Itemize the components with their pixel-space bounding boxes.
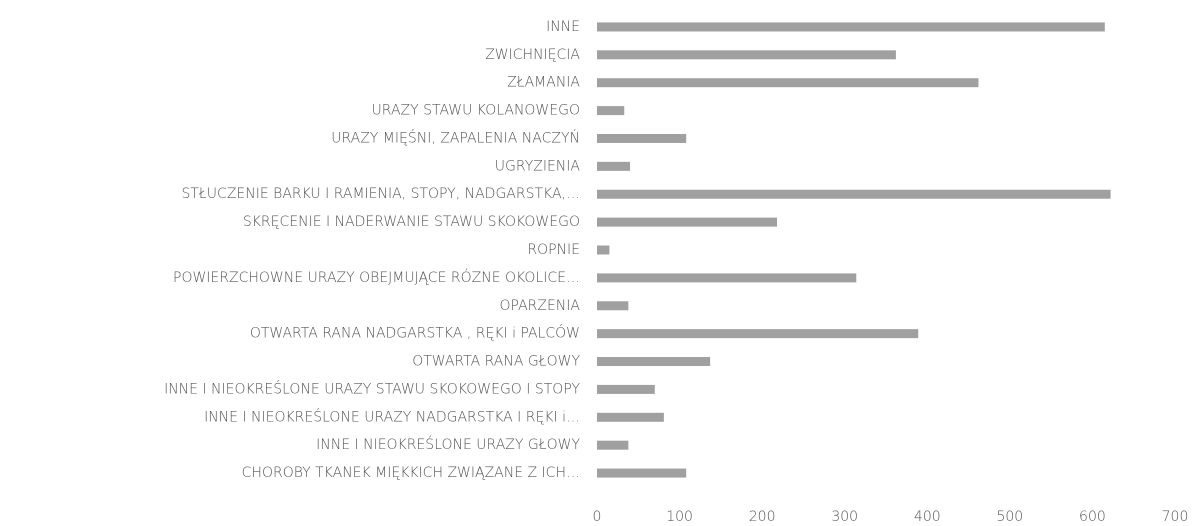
bar	[597, 357, 711, 367]
bar	[597, 440, 629, 450]
bar	[597, 161, 631, 171]
y-tick-label: URAZY MIĘŚNI, ZAPALENIA NACZYŃ	[331, 128, 580, 146]
bar	[597, 384, 655, 394]
y-tick-label: SKRĘCENIE I NADERWANIE STAWU SKOKOWEGO	[243, 214, 580, 230]
bar	[597, 106, 625, 116]
bar	[597, 329, 919, 339]
bar	[597, 412, 664, 422]
x-tick-label: 200	[749, 509, 776, 525]
y-tick-label: INNE I NIEOKREŚLONE URAZY STAWU SKOKOWEG…	[164, 379, 580, 397]
y-tick-label: STŁUCZENIE BARKU I RAMIENIA, STOPY, NADG…	[181, 186, 580, 202]
y-tick-label: OPARZENIA	[500, 298, 581, 314]
y-tick-label: INNE	[546, 19, 580, 35]
x-tick-label: 300	[831, 509, 858, 525]
y-tick-label: OTWARTA RANA GŁOWY	[412, 354, 580, 370]
y-tick-label: ROPNIE	[527, 242, 580, 258]
bar	[597, 245, 610, 255]
bar	[597, 189, 1111, 199]
y-tick-label: INNE I NIEOKREŚLONE URAZY GŁOWY	[316, 435, 580, 453]
bar	[597, 50, 896, 60]
y-tick-label: URAZY STAWU KOLANOWEGO	[372, 103, 580, 119]
y-tick-label: CHOROBY TKANEK MIĘKKICH ZWIĄZANE Z ICH…	[242, 465, 580, 481]
bar	[597, 273, 857, 283]
y-tick-label: INNE I NIEOKREŚLONE URAZY NADGARSTKA I R…	[204, 407, 580, 425]
y-tick-label: POWIERZCHOWNE URAZY OBEJMUJĄCE RÓZNE OKO…	[173, 268, 580, 286]
y-tick-label: UGRYZIENIA	[495, 158, 581, 174]
x-tick-label: 400	[914, 509, 941, 525]
y-tick-label: ZWICHNIĘCIA	[485, 47, 580, 63]
bar	[597, 78, 979, 88]
y-tick-label: ZŁAMANIA	[507, 75, 580, 91]
bar	[597, 133, 687, 143]
bar	[597, 22, 1105, 32]
x-tick-label: 600	[1079, 509, 1106, 525]
x-tick-label: 0	[593, 509, 602, 525]
x-tick-label: 100	[666, 509, 693, 525]
bar	[597, 301, 629, 311]
bar	[597, 468, 687, 478]
x-tick-label: 700	[1162, 509, 1189, 525]
y-tick-label: OTWARTA RANA NADGARSTKA , RĘKI i PALCÓW	[250, 324, 580, 342]
bar	[597, 217, 778, 227]
x-tick-label: 500	[996, 509, 1023, 525]
